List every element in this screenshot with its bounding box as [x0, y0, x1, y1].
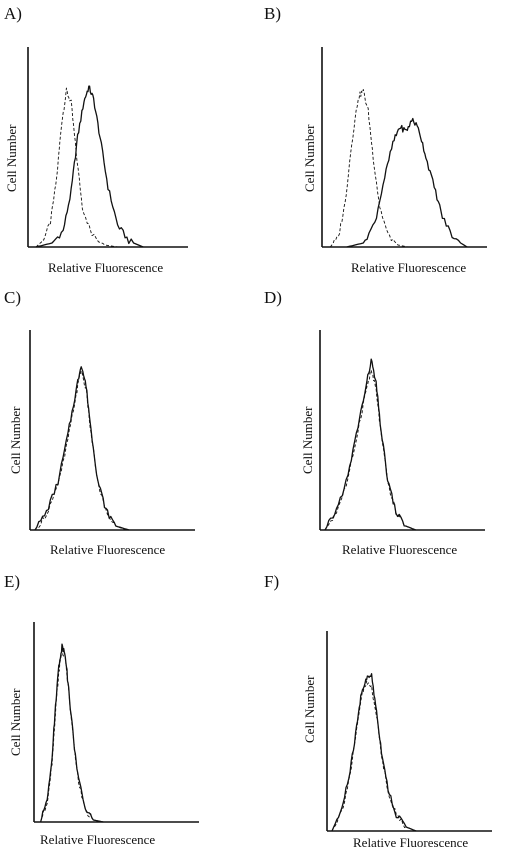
control-histogram-line: [35, 87, 118, 248]
histogram-panel-a: A) Cell Number Relative Fluorescence: [0, 0, 260, 284]
stained-histogram-line: [331, 673, 417, 832]
x-axis-label: Relative Fluorescence: [48, 260, 164, 275]
control-histogram-line: [324, 369, 416, 531]
panel-label: B): [264, 4, 281, 23]
control-histogram-line: [329, 89, 408, 248]
stained-histogram-line: [324, 358, 416, 531]
histogram-plot: [29, 330, 195, 531]
stained-histogram-line: [35, 85, 144, 248]
histogram-plot: [326, 631, 492, 832]
control-histogram-line: [331, 680, 417, 832]
histogram-panel-b: B) Cell Number Relative Fluorescence: [260, 0, 520, 284]
stained-histogram-line: [34, 366, 130, 531]
histogram-plot: [33, 622, 199, 823]
histogram-panel-f: F) Cell Number Relative Fluorescence: [260, 568, 520, 852]
panel-label: D): [264, 288, 282, 307]
panel-label: C): [4, 288, 21, 307]
control-histogram-line: [40, 652, 104, 823]
panel-label: A): [4, 4, 22, 23]
histogram-plot: [319, 330, 485, 531]
control-histogram-line: [34, 370, 126, 531]
panel-label: E): [4, 572, 21, 591]
histogram-plot: [321, 47, 487, 248]
x-axis-label: Relative Fluorescence: [353, 835, 469, 850]
panel-label: F): [264, 572, 280, 591]
x-axis-label: Relative Fluorescence: [40, 832, 156, 847]
x-axis-label: Relative Fluorescence: [50, 542, 166, 557]
stained-histogram-line: [346, 117, 468, 248]
stained-histogram-line: [39, 643, 104, 823]
x-axis-label: Relative Fluorescence: [342, 542, 458, 557]
histogram-plot: [27, 47, 188, 248]
x-axis-label: Relative Fluorescence: [351, 260, 467, 275]
histogram-panel-c: C) Cell Number Relative Fluorescence: [0, 284, 260, 568]
histogram-panel-e: E) Cell Number Relative Fluorescence: [0, 568, 260, 852]
histogram-panel-d: D) Cell Number Relative Fluorescence: [260, 284, 520, 568]
